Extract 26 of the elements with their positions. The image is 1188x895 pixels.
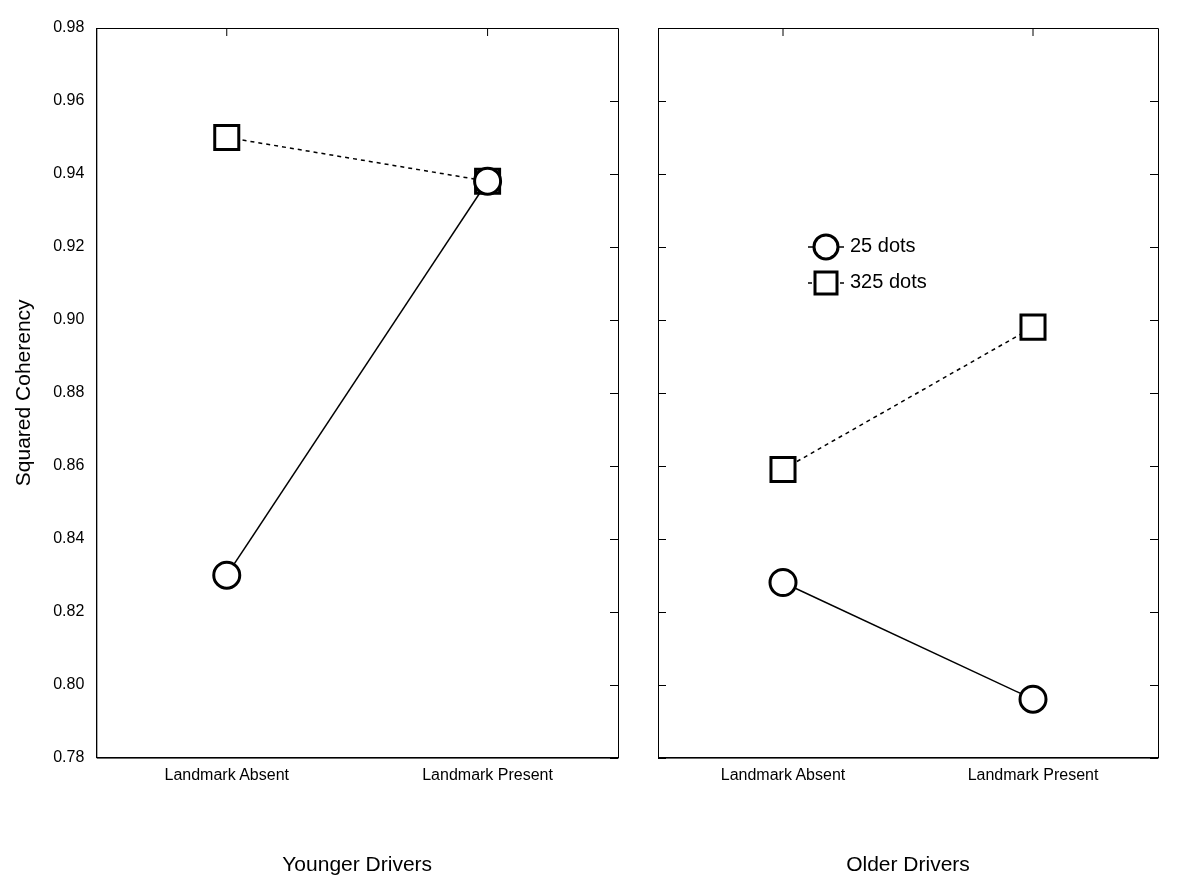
y-tick-label: 0.80 [53,675,85,693]
y-tick-label: 0.88 [53,383,85,401]
x-axis-title: Older Drivers [846,852,970,876]
point [769,455,797,483]
y-tick-label: 0.84 [53,529,85,547]
x-tick-label: Landmark Present [967,765,1099,783]
point [1018,684,1048,714]
y-tick-label: 0.92 [53,237,85,255]
x-tick-label: Landmark Absent [720,765,846,783]
x-tick-label: Landmark Present [422,765,554,783]
x-axis-title: Younger Drivers [282,852,433,876]
x-tick-label: Landmark Absent [164,765,290,783]
legend-label: 25 dots [850,234,916,257]
y-axis-title: Squared Coherency [11,298,35,487]
y-tick-label: 0.96 [53,91,85,109]
y-tick-label: 0.94 [53,164,85,182]
legend-label: 325 dots [850,270,927,293]
y-tick-label: 0.86 [53,456,85,474]
y-tick-label: 0.78 [53,748,85,766]
point [1019,313,1047,341]
y-tick-label: 0.82 [53,602,85,620]
y-tick-label: 0.90 [53,310,85,328]
point [212,560,242,590]
point [213,123,241,151]
y-tick-label: 0.98 [53,18,85,36]
point [768,568,798,597]
